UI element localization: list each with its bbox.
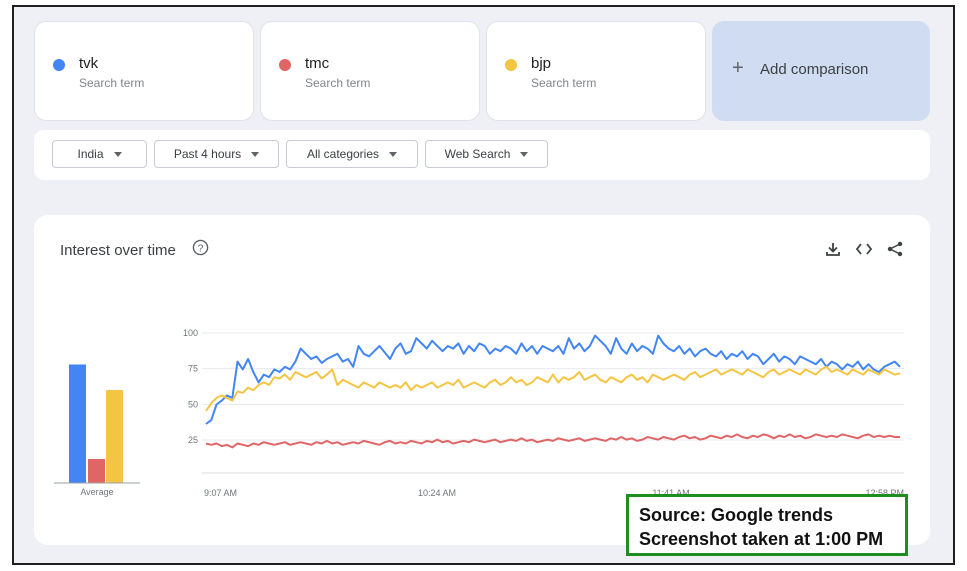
filter-bar: India Past 4 hours All categories Web Se…: [34, 130, 930, 180]
series-line-bjp: [205, 365, 901, 412]
x-tick-label: 11:41 AM: [652, 488, 689, 498]
chart-title: Interest over time: [60, 242, 176, 259]
help-icon[interactable]: ?: [192, 239, 209, 256]
y-tick-label: 100: [183, 328, 198, 338]
svg-text:?: ?: [198, 243, 204, 254]
tmc-color-dot: [279, 59, 291, 71]
interest-line-chart: 25 50 75 100 9:07 AM 10:24 AM 11:41 AM 12:58 PM: [183, 328, 904, 498]
x-tick-label: 12:58 PM: [865, 488, 904, 498]
region-value: India: [77, 147, 104, 161]
search-type-dropdown[interactable]: Web Search: [425, 140, 548, 168]
x-tick-label: 9:07 AM: [204, 488, 237, 498]
time-range-dropdown[interactable]: Past 4 hours: [154, 140, 279, 168]
add-comparison-button[interactable]: + Add comparison: [712, 21, 930, 121]
download-icon[interactable]: [824, 240, 842, 258]
series-line-tvk: [205, 334, 901, 425]
y-tick-label: 75: [188, 364, 198, 374]
plus-icon: +: [732, 57, 744, 79]
caret-down-icon: [389, 151, 398, 157]
source-line-1: Source: Google trends: [639, 505, 834, 525]
interest-over-time-card: Interest over time ? Average 25 50 75 100 9:…: [34, 215, 930, 545]
caret-down-icon: [520, 151, 529, 157]
y-tick-label: 50: [188, 399, 198, 409]
term-card-bjp[interactable]: bjp Search term: [486, 21, 706, 121]
x-tick-label: 10:24 AM: [418, 488, 456, 498]
average-bar-chart: Average: [54, 364, 140, 497]
category-value: All categories: [306, 147, 380, 161]
average-label: Average: [80, 487, 113, 497]
series-line-tmc: [205, 433, 900, 449]
term-card-tmc[interactable]: tmc Search term: [260, 21, 480, 121]
time-range-value: Past 4 hours: [173, 147, 242, 161]
bjp-color-dot: [505, 59, 517, 71]
add-comparison-label: Add comparison: [760, 61, 869, 78]
source-note: Source: Google trends Screenshot taken a…: [626, 494, 908, 556]
caret-down-icon: [113, 151, 122, 157]
term-subtitle: Search term: [79, 76, 145, 90]
share-icon[interactable]: [886, 240, 904, 258]
y-tick-label: 25: [188, 435, 198, 445]
embed-icon[interactable]: [855, 240, 873, 258]
average-bar-bjp: [106, 390, 123, 483]
search-type-value: Web Search: [444, 147, 511, 161]
term-card-tvk[interactable]: tvk Search term: [34, 21, 254, 121]
tvk-color-dot: [53, 59, 65, 71]
term-subtitle: Search term: [531, 76, 597, 90]
average-bar-tvk: [69, 364, 86, 483]
average-bar-tmc: [88, 459, 105, 483]
term-subtitle: Search term: [305, 76, 371, 90]
caret-down-icon: [251, 151, 260, 157]
source-line-2: Screenshot taken at 1:00 PM: [639, 529, 884, 549]
region-dropdown[interactable]: India: [52, 140, 147, 168]
category-dropdown[interactable]: All categories: [286, 140, 418, 168]
term-name: tmc: [305, 55, 330, 72]
trends-frame: tvk Search term tmc Search term bjp Sear…: [12, 5, 955, 565]
term-name: tvk: [79, 55, 99, 72]
term-name: bjp: [531, 55, 552, 72]
